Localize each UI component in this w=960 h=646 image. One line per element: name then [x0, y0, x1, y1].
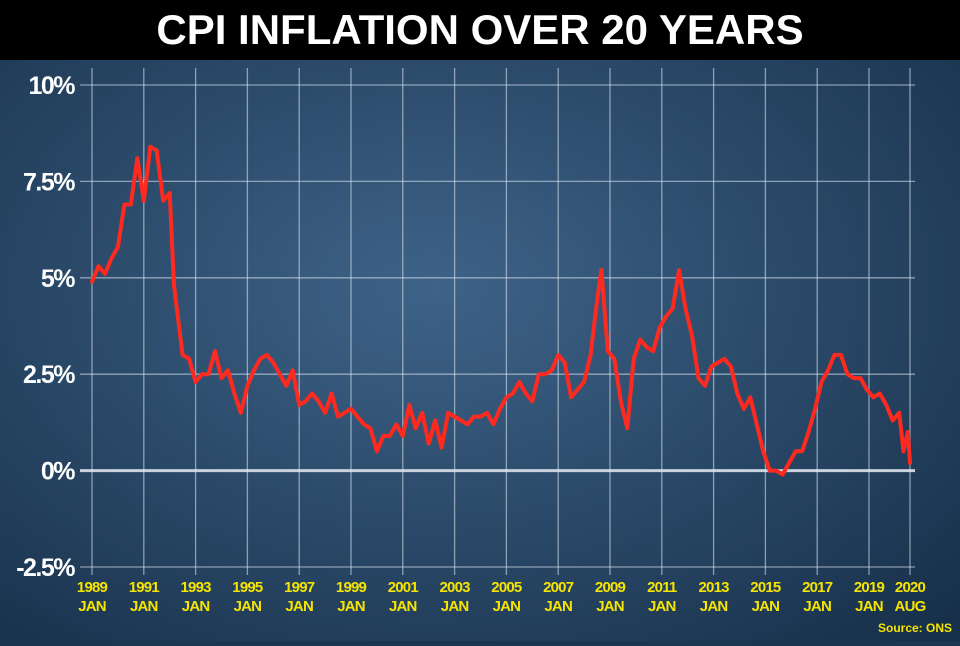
title-banner — [0, 0, 960, 60]
y-tick-label: 10% — [28, 72, 75, 100]
x-tick-label: JAN — [648, 598, 676, 615]
x-tick-label: JAN — [78, 598, 106, 615]
x-tick-label: JAN — [803, 598, 831, 615]
x-tick-label: 2005 — [491, 579, 522, 596]
chart-title: CPI INFLATION OVER 20 YEARS — [156, 6, 803, 53]
x-tick-label: 1989 — [77, 579, 108, 596]
x-tick-label: JAN — [234, 598, 262, 615]
x-tick-label: JAN — [389, 598, 417, 615]
x-tick-label: 1991 — [129, 579, 160, 596]
x-tick-label: 1997 — [284, 579, 315, 596]
y-tick-label: -2.5% — [16, 554, 75, 582]
x-tick-label: AUG — [895, 598, 926, 615]
y-tick-label: 2.5% — [23, 361, 75, 389]
x-tick-label: 2019 — [854, 579, 885, 596]
x-tick-label: 2017 — [802, 579, 833, 596]
x-tick-label: JAN — [285, 598, 313, 615]
x-tick-label: JAN — [493, 598, 521, 615]
x-tick-label: 2013 — [699, 579, 730, 596]
x-tick-label: JAN — [855, 598, 883, 615]
x-tick-label: JAN — [752, 598, 780, 615]
x-tick-label: JAN — [130, 598, 158, 615]
x-tick-label: 2009 — [595, 579, 626, 596]
x-tick-label: 2001 — [388, 579, 419, 596]
y-tick-label: 0% — [41, 458, 75, 486]
x-tick-label: 2020 — [895, 579, 926, 596]
x-tick-label: JAN — [337, 598, 365, 615]
x-tick-label: 1993 — [181, 579, 212, 596]
x-tick-label: JAN — [182, 598, 210, 615]
x-tick-label: 1999 — [336, 579, 367, 596]
x-tick-label: 2003 — [440, 579, 471, 596]
x-tick-label: 2007 — [543, 579, 574, 596]
x-tick-label: 1995 — [232, 579, 263, 596]
y-tick-label: 5% — [41, 265, 75, 293]
y-tick-label: 7.5% — [23, 168, 75, 196]
x-tick-label: JAN — [441, 598, 469, 615]
x-tick-label: JAN — [700, 598, 728, 615]
x-tick-label: JAN — [544, 598, 572, 615]
x-tick-label: 2015 — [750, 579, 781, 596]
source-note: Source: ONS — [878, 621, 952, 635]
data-line — [90, 144, 912, 477]
x-tick-label: 2011 — [647, 579, 677, 596]
x-tick-label: JAN — [596, 598, 624, 615]
